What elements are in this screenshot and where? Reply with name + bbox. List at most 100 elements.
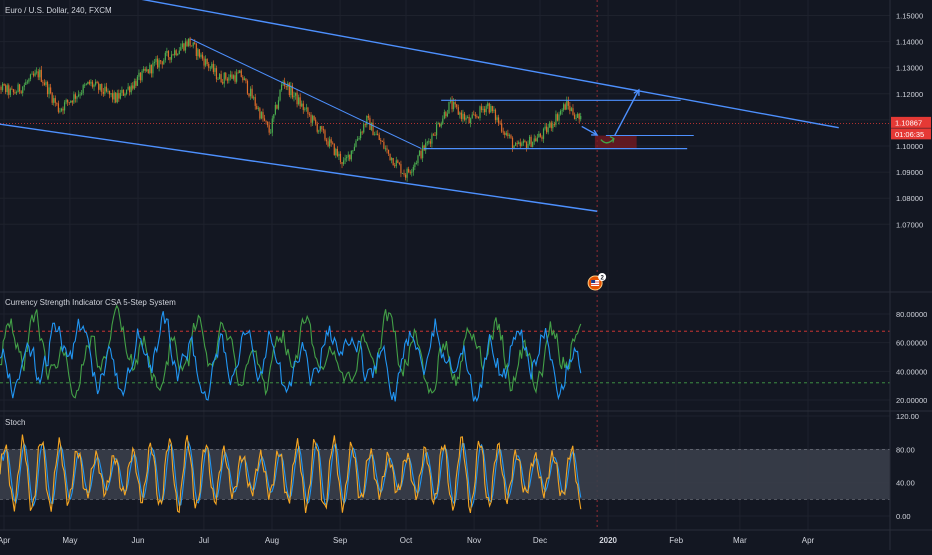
candle-body [298, 97, 299, 104]
candle-body [469, 117, 470, 123]
time-axis-label: 2020 [599, 536, 617, 545]
candle-body [132, 86, 133, 89]
candle-body [78, 95, 79, 97]
candle-body [236, 73, 237, 82]
candle-body [16, 92, 17, 93]
candle-body [399, 163, 400, 164]
risk-zone[interactable] [595, 136, 637, 149]
candle-body [168, 51, 169, 57]
candle-body [234, 75, 235, 81]
candle-body [304, 109, 305, 110]
candle-body [114, 93, 115, 100]
candle-body [267, 122, 268, 125]
candle-body [513, 146, 514, 148]
candle-body [382, 141, 383, 142]
candle-body [272, 118, 273, 132]
candle-body [160, 60, 161, 61]
candle-body [307, 108, 308, 114]
candle-body [428, 141, 429, 142]
candle-body [541, 137, 542, 139]
candle-body [555, 114, 556, 125]
candle-body [531, 137, 532, 147]
candle-body [230, 74, 231, 77]
candle-body [314, 116, 315, 120]
candle-body [566, 100, 567, 109]
candle-body [343, 160, 344, 164]
candle-body [473, 115, 474, 116]
candle-body [366, 116, 367, 125]
candle-body [238, 73, 239, 74]
candle-body [179, 51, 180, 54]
time-axis-label: Mar [733, 536, 747, 545]
candle-body [185, 41, 186, 50]
price-axis-label: 1.07000 [896, 220, 923, 229]
candle-body [255, 97, 256, 106]
candle-body [479, 106, 480, 118]
candle-body [436, 124, 437, 135]
candle-body [365, 124, 366, 125]
candle-body [326, 140, 327, 142]
candle-body [323, 129, 324, 130]
candle-body [191, 46, 192, 47]
candle-body [402, 173, 403, 174]
candle-body [279, 90, 280, 100]
candle-body [273, 114, 274, 118]
candle-body [245, 78, 246, 81]
candle-body [441, 124, 442, 127]
candle-body [568, 100, 569, 105]
candle-body [213, 64, 214, 72]
candle-body [487, 103, 488, 106]
candle-body [278, 100, 279, 108]
candle-body [321, 126, 322, 129]
candle-body [354, 147, 355, 151]
candle-body [109, 91, 110, 95]
candle-body [551, 122, 552, 128]
candle-body [159, 60, 160, 67]
candle-body [417, 156, 418, 164]
candle-body [538, 134, 539, 138]
candle-body [134, 81, 135, 89]
candle-body [95, 82, 96, 85]
candle-body [510, 135, 511, 138]
candle-body [106, 87, 107, 92]
candle-body [515, 143, 516, 146]
candle-body [256, 106, 257, 109]
candle-body [76, 96, 77, 98]
candle-body [521, 143, 522, 146]
candle-body [523, 141, 524, 144]
candle-body [66, 100, 67, 102]
candle-body [247, 81, 248, 94]
candle-body [225, 73, 226, 79]
candle-body [405, 175, 406, 178]
candle-body [358, 138, 359, 139]
candle-body [207, 59, 208, 64]
candle-body [265, 121, 266, 122]
candle-body [100, 84, 101, 90]
candle-body [503, 132, 504, 133]
price-axis-label: 1.10000 [896, 142, 923, 151]
candle-body [362, 132, 363, 133]
candle-body [403, 173, 404, 175]
candle-body [500, 123, 501, 124]
candle-body [194, 42, 195, 43]
candle-body [372, 123, 373, 135]
candle-body [334, 144, 335, 156]
candle-body [549, 122, 550, 127]
candle-body [47, 82, 48, 94]
candle-body [259, 108, 260, 118]
candle-body [527, 144, 528, 148]
candle-body [211, 64, 212, 68]
candle-body [190, 38, 191, 45]
candle-body [422, 145, 423, 158]
candle-body [465, 118, 466, 120]
candle-body [38, 71, 39, 77]
candle-body [30, 74, 31, 79]
candle-body [87, 82, 88, 84]
candle-body [281, 85, 282, 90]
candle-body [217, 79, 218, 80]
time-axis-label: Apr [802, 536, 815, 545]
candle-body [493, 110, 494, 111]
candle-body [221, 74, 222, 82]
candle-body [174, 50, 175, 55]
